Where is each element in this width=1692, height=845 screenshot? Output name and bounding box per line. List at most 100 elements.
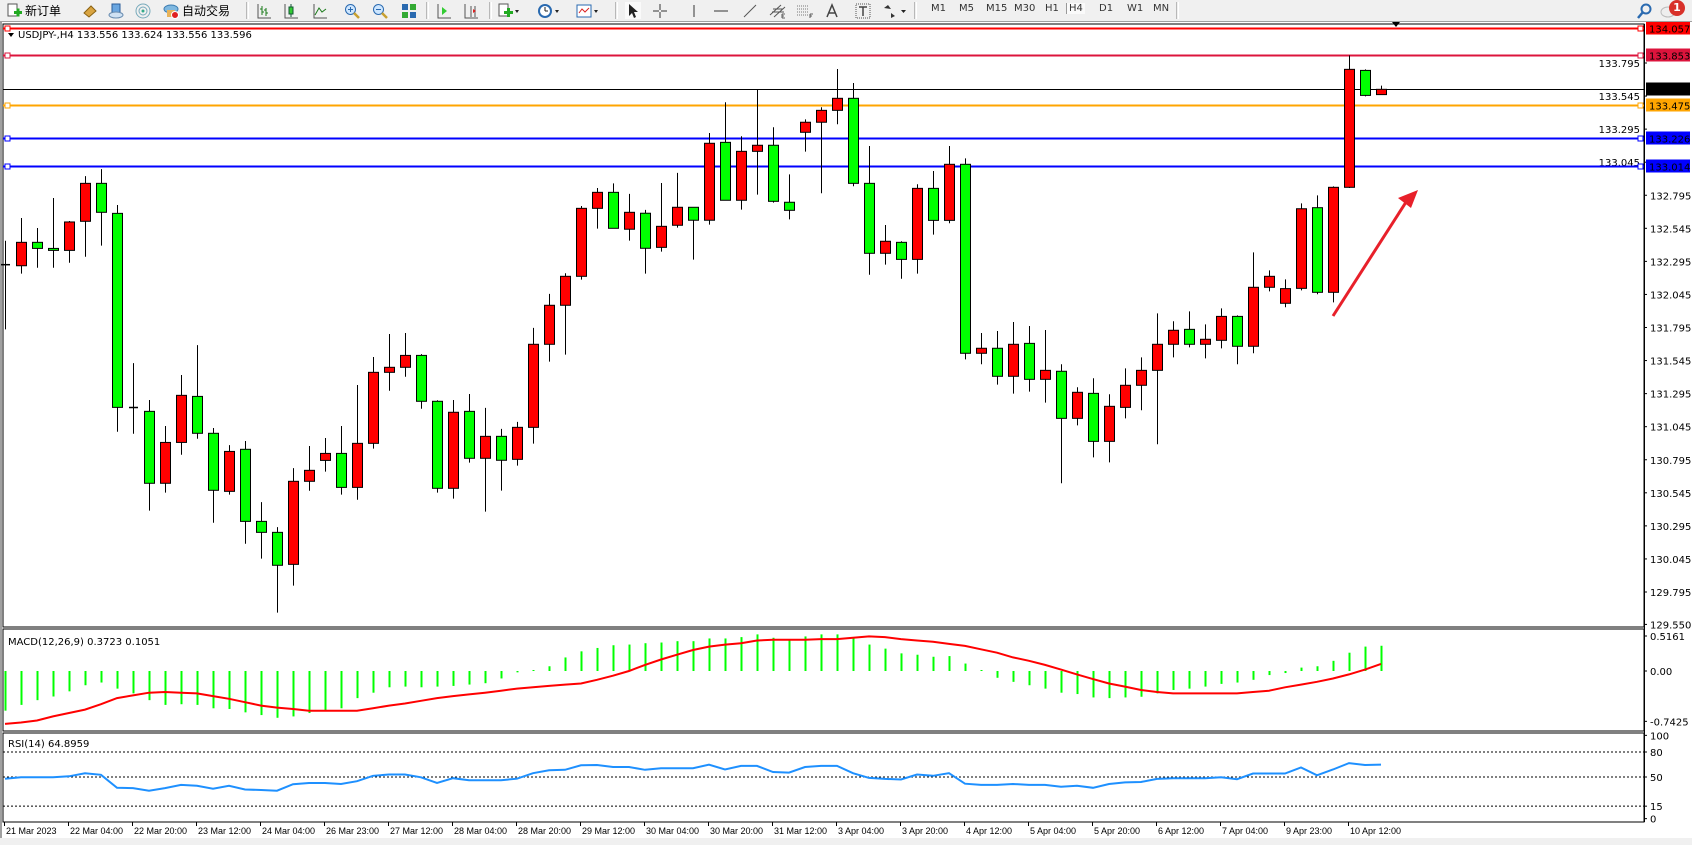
candle[interactable] xyxy=(1104,394,1115,463)
bar-chart-icon[interactable] xyxy=(256,2,272,19)
candle[interactable] xyxy=(1232,315,1243,365)
candle[interactable] xyxy=(1296,203,1307,291)
tile-windows-icon[interactable] xyxy=(401,2,417,19)
candle[interactable] xyxy=(1312,195,1323,295)
horizontal-line-icon[interactable] xyxy=(713,2,729,19)
candle[interactable] xyxy=(624,193,635,241)
candle[interactable] xyxy=(1040,330,1051,403)
zoom-out-icon[interactable] xyxy=(372,2,388,19)
candle[interactable] xyxy=(576,205,587,280)
candle[interactable] xyxy=(816,107,827,194)
candle[interactable] xyxy=(1168,321,1179,358)
timeframe-m1[interactable]: M1 xyxy=(931,3,946,14)
candle[interactable] xyxy=(752,89,763,195)
candle[interactable] xyxy=(144,399,155,511)
candle[interactable] xyxy=(64,221,75,263)
candle[interactable] xyxy=(208,428,219,523)
chart-shift-icon[interactable] xyxy=(463,2,479,19)
candle[interactable] xyxy=(592,187,603,229)
candle[interactable] xyxy=(1184,311,1195,348)
annotation-arrow[interactable] xyxy=(1331,198,1410,317)
vertical-line-icon[interactable] xyxy=(686,2,702,19)
candle[interactable] xyxy=(1248,252,1259,354)
candle[interactable] xyxy=(160,426,171,493)
collapse-triangle-icon[interactable] xyxy=(8,33,14,37)
candle[interactable] xyxy=(256,502,267,559)
candle[interactable] xyxy=(96,169,107,246)
candle[interactable] xyxy=(32,228,43,268)
candle[interactable] xyxy=(48,198,59,268)
text-icon[interactable] xyxy=(825,2,839,19)
candle[interactable] xyxy=(928,171,939,235)
chart-shift-marker[interactable] xyxy=(1392,22,1400,27)
line-handle-left[interactable] xyxy=(4,52,11,59)
crosshair-icon[interactable] xyxy=(652,2,668,19)
timeframe-m5[interactable]: M5 xyxy=(959,3,974,14)
cursor-icon[interactable] xyxy=(625,2,641,19)
candle[interactable] xyxy=(1376,85,1387,96)
candle[interactable] xyxy=(1280,279,1291,308)
candle[interactable] xyxy=(320,438,331,472)
candle[interactable] xyxy=(1328,186,1339,303)
candle[interactable] xyxy=(912,184,923,274)
timeframe-w1[interactable]: W1 xyxy=(1127,3,1144,14)
candle[interactable] xyxy=(1344,55,1355,188)
candle[interactable] xyxy=(16,217,27,274)
candle[interactable] xyxy=(832,68,843,125)
candle[interactable] xyxy=(704,132,715,225)
candle[interactable] xyxy=(720,102,731,201)
equidistant-channel-icon[interactable] xyxy=(769,2,787,19)
line-handle-right[interactable] xyxy=(1637,163,1644,170)
market-watch-icon[interactable] xyxy=(82,2,98,19)
candle[interactable] xyxy=(1056,364,1067,484)
candle[interactable] xyxy=(800,119,811,152)
candle[interactable] xyxy=(640,209,651,274)
candle[interactable] xyxy=(672,172,683,228)
candle[interactable] xyxy=(784,174,795,220)
candle[interactable] xyxy=(768,127,779,203)
candle[interactable] xyxy=(736,136,747,210)
timeframe-mn[interactable]: MN xyxy=(1153,3,1170,14)
indicators-icon[interactable] xyxy=(498,2,520,19)
line-handle-left[interactable] xyxy=(4,163,11,170)
timeframe-d1[interactable]: D1 xyxy=(1099,3,1114,14)
line-handle-right[interactable] xyxy=(1637,135,1644,142)
candle[interactable] xyxy=(448,399,459,499)
candle[interactable] xyxy=(80,176,91,257)
candle[interactable] xyxy=(192,345,203,439)
candle[interactable] xyxy=(1008,321,1019,394)
candle[interactable] xyxy=(544,293,555,362)
candle[interactable] xyxy=(1088,378,1099,458)
candle[interactable] xyxy=(432,400,443,493)
candle[interactable] xyxy=(336,426,347,495)
candle[interactable] xyxy=(416,354,427,409)
candle[interactable] xyxy=(384,333,395,391)
auto-scroll-icon[interactable] xyxy=(436,2,452,19)
candle[interactable] xyxy=(1152,313,1163,445)
line-handle-right[interactable] xyxy=(1637,52,1644,59)
candle[interactable] xyxy=(288,468,299,586)
arrows-icon[interactable] xyxy=(882,2,908,19)
line-handle-left[interactable] xyxy=(4,102,11,109)
line-handle-left[interactable] xyxy=(4,25,11,32)
candle[interactable] xyxy=(528,327,539,444)
candle[interactable] xyxy=(1200,324,1211,359)
candle[interactable] xyxy=(304,445,315,491)
candle[interactable] xyxy=(608,183,619,229)
new-order-button[interactable]: 新订单 xyxy=(6,2,61,19)
zoom-in-icon[interactable] xyxy=(344,2,360,19)
candle[interactable] xyxy=(496,428,507,491)
timeframe-m30[interactable]: M30 xyxy=(1014,3,1036,14)
candle[interactable] xyxy=(976,333,987,365)
candle[interactable] xyxy=(464,394,475,463)
candle[interactable] xyxy=(688,206,699,260)
fibonacci-icon[interactable] xyxy=(796,2,814,19)
search-icon[interactable] xyxy=(1637,2,1653,19)
line-chart-icon[interactable] xyxy=(312,2,328,19)
line-handle-right[interactable] xyxy=(1637,25,1644,32)
candle[interactable] xyxy=(352,385,363,500)
candle[interactable] xyxy=(176,374,187,455)
candle[interactable] xyxy=(1136,357,1147,411)
candle[interactable] xyxy=(1216,308,1227,349)
candle[interactable] xyxy=(848,82,859,187)
